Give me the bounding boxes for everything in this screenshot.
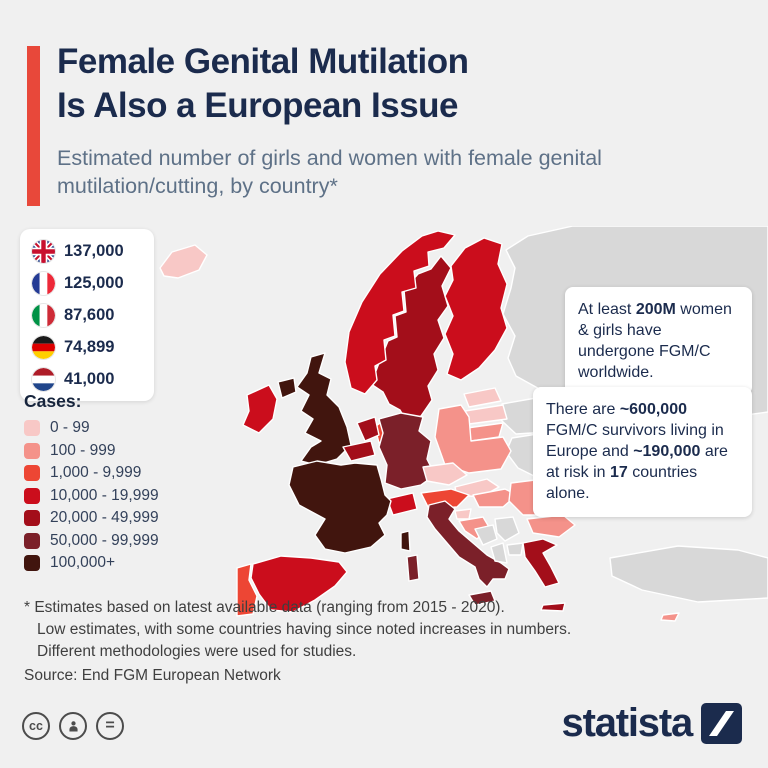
legend-row: 100,000+ — [24, 554, 159, 572]
callout-bold-value: ~600,000 — [619, 401, 687, 418]
callout-text: women & girls have undergone FGM/C world… — [578, 301, 732, 382]
legend-label: 0 - 99 — [50, 419, 90, 436]
legend-row: 20,000 - 49,999 — [24, 509, 159, 527]
map-country-serbia — [494, 516, 520, 542]
legend-swatch — [24, 442, 40, 459]
footnote-line: Different methodologies were used for st… — [37, 643, 357, 660]
legend-swatch — [24, 532, 40, 549]
map-country-north-macedonia — [506, 542, 524, 556]
attribution-icon[interactable] — [59, 712, 87, 740]
map-country-france — [288, 460, 411, 554]
no-derivatives-icon[interactable]: = — [96, 712, 124, 740]
cc-glyph: cc — [29, 719, 43, 733]
subtitle: Estimated number of girls and women with… — [57, 146, 602, 199]
map-country-spain — [250, 555, 348, 613]
legend-label: 10,000 - 19,999 — [50, 486, 159, 504]
statista-mark-icon — [701, 703, 742, 744]
legend-label: 100,000+ — [50, 554, 116, 571]
map-country-iceland — [159, 244, 208, 279]
country-value: 125,000 — [64, 273, 124, 292]
legend-label: 50,000 - 99,999 — [50, 531, 159, 549]
netherlands-flag-icon — [32, 367, 55, 391]
map-country-italy — [406, 500, 510, 606]
license-badges: cc = — [22, 712, 124, 740]
map-country-cyprus — [660, 612, 680, 622]
map-country-albania — [490, 542, 508, 564]
country-row-italy: 87,600 — [32, 303, 142, 327]
callout-text: At least — [578, 301, 636, 318]
page-title-line1: Female Genital Mutilation — [57, 42, 469, 81]
statista-logo[interactable]: statista — [562, 701, 742, 746]
cases-legend: Cases: 0 - 99 100 - 999 1,000 - 9,999 10… — [24, 391, 159, 577]
map-country-estonia — [463, 387, 502, 408]
legend-label: 20,000 - 49,999 — [50, 509, 159, 526]
map-country-poland — [434, 404, 512, 474]
map-country-switzerland — [386, 492, 418, 516]
map-country-united-kingdom — [277, 352, 352, 466]
france-flag-icon — [32, 271, 55, 295]
callout-worldwide: At least 200M women & girls have undergo… — [565, 287, 752, 396]
country-value: 41,000 — [64, 369, 115, 388]
legend-swatch — [24, 510, 40, 526]
uk-flag-icon — [32, 239, 55, 263]
country-value: 87,600 — [64, 305, 115, 324]
country-value: 137,000 — [64, 241, 124, 260]
person-glyph-icon — [68, 720, 78, 731]
map-country-bosnia — [474, 524, 498, 546]
legend-swatch — [24, 487, 40, 504]
legend-title: Cases: — [24, 391, 82, 411]
top-countries-panel: 137,000 125,000 — [20, 229, 154, 401]
statista-wordmark: statista — [561, 701, 694, 745]
legend-label: 1,000 - 9,999 — [50, 464, 142, 481]
title-accent-bar — [27, 46, 40, 206]
map-country-bulgaria — [526, 514, 576, 538]
country-row-germany: 74,899 — [32, 335, 142, 359]
footnote-line: Low estimates, with some countries havin… — [37, 621, 572, 638]
legend-label: 100 - 999 — [50, 441, 116, 459]
callout-text: FGM/C survivors living in Europe and — [546, 422, 724, 461]
callout-bold-value: 17 — [610, 464, 628, 482]
page-title-line2: Is Also a European Issue — [57, 86, 459, 126]
italy-flag-icon — [32, 303, 55, 327]
legend-swatch — [24, 465, 40, 481]
legend-swatch — [24, 420, 40, 436]
page-title: Female Genital Mutilation Is Also a Euro… — [57, 40, 469, 128]
map-country-czechia — [422, 462, 468, 486]
map-country-norway — [344, 230, 456, 395]
source-line: Source: End FGM European Network — [24, 667, 281, 684]
country-value: 74,899 — [64, 337, 115, 356]
equals-glyph: = — [105, 717, 115, 734]
germany-flag-icon — [32, 335, 55, 359]
callout-europe: There are ~600,000 FGM/C survivors livin… — [533, 387, 752, 517]
legend-row: 0 - 99 — [24, 419, 159, 437]
map-country-finland — [444, 237, 508, 381]
legend-row: 100 - 999 — [24, 442, 159, 460]
map-country-netherlands — [356, 416, 380, 442]
footnote: * Estimates based on latest available da… — [24, 597, 571, 663]
map-country-turkey — [609, 545, 768, 603]
map-country-slovenia — [454, 508, 472, 520]
callout-bold-value: 200M — [635, 301, 676, 318]
country-row-netherlands: 41,000 — [32, 367, 142, 391]
map-country-ireland — [242, 384, 278, 434]
map-country-greece — [522, 538, 566, 612]
map-country-belgium — [342, 440, 376, 462]
callout-text: countries alone. — [546, 464, 698, 503]
callout-text: are at risk in — [546, 443, 728, 482]
legend-row: 10,000 - 19,999 — [24, 487, 159, 505]
callout-text: There are — [546, 401, 620, 418]
legend-swatch — [24, 555, 40, 571]
legend-row: 1,000 - 9,999 — [24, 464, 159, 482]
legend-row: 50,000 - 99,999 — [24, 532, 159, 550]
footnote-line: * Estimates based on latest available da… — [24, 599, 505, 616]
map-country-latvia — [464, 404, 508, 425]
map-country-portugal — [236, 563, 258, 617]
country-row-france: 125,000 — [32, 271, 142, 295]
callout-bold-value: ~190,000 — [633, 443, 701, 461]
creative-commons-icon[interactable]: cc — [22, 712, 50, 740]
country-row-united-kingdom: 137,000 — [32, 239, 142, 263]
